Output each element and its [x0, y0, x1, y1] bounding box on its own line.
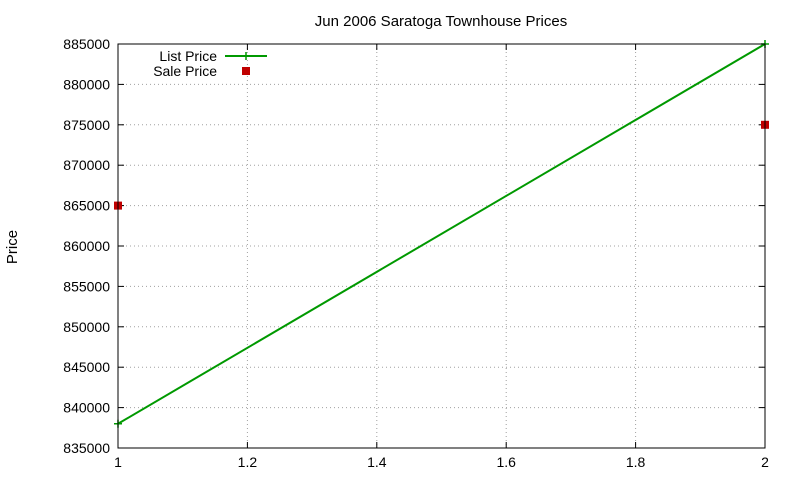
x-tick-label: 1.8	[626, 454, 646, 470]
y-tick-label: 840000	[63, 400, 110, 416]
x-tick-label: 1.4	[367, 454, 387, 470]
y-tick-label: 885000	[63, 36, 110, 52]
legend-swatch	[242, 67, 250, 75]
y-tick-label: 880000	[63, 76, 110, 92]
grid	[118, 44, 765, 448]
x-tick-label: 2	[761, 454, 769, 470]
legend-label: List Price	[159, 48, 217, 64]
legend-label: Sale Price	[153, 63, 217, 79]
x-tick-label: 1.6	[496, 454, 516, 470]
legend-swatch-point	[242, 52, 250, 60]
y-axis-label: Price	[4, 230, 21, 264]
y-tick-label: 850000	[63, 319, 110, 335]
legend-entry: Sale Price	[153, 63, 250, 79]
y-tick-label: 875000	[63, 117, 110, 133]
plot-frame	[117, 43, 766, 449]
series-line	[117, 43, 766, 425]
x-tick-label: 1.2	[238, 454, 258, 470]
series-list-price	[114, 40, 769, 428]
x-tick-label: 1	[114, 454, 122, 470]
chart-title: Jun 2006 Saratoga Townhouse Prices	[315, 13, 567, 30]
y-tick-label: 860000	[63, 238, 110, 254]
y-tick-label: 855000	[63, 278, 110, 294]
y-tick-label: 865000	[63, 198, 110, 214]
legend-entry: List Price	[159, 48, 267, 64]
y-tick-label: 870000	[63, 157, 110, 173]
y-tick-label: 835000	[63, 440, 110, 456]
y-tick-label: 845000	[63, 359, 110, 375]
axis-ticks: 1 1.2 1.4 1.6 1.8 2 835000 840000 845000 850000 85…	[63, 36, 769, 470]
plot-series	[114, 40, 769, 428]
